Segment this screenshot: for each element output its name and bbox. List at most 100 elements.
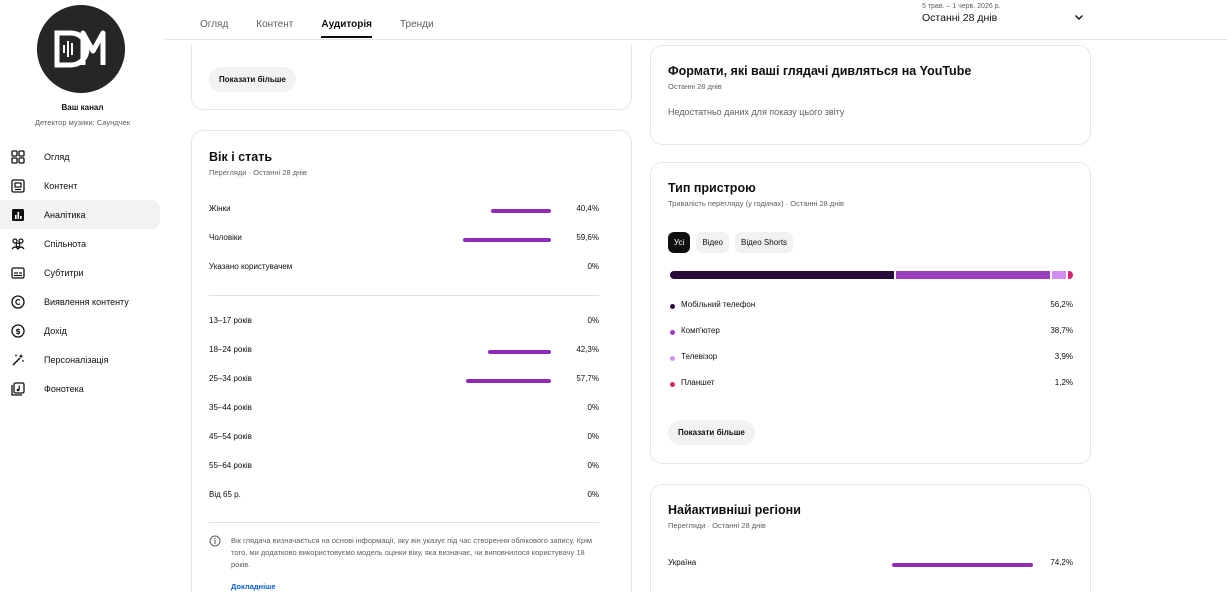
top-regions-card: Найактивніші регіони Перегляди · Останні…: [650, 484, 1091, 592]
divider: [209, 295, 599, 296]
tab-audience[interactable]: Аудиторія: [321, 0, 372, 40]
learn-more-link[interactable]: Докладніше: [231, 582, 276, 591]
age-bar: [465, 379, 551, 383]
device-row: Мобільний телефон 56,2%: [668, 300, 1073, 314]
region-label: Україна: [668, 558, 697, 567]
age-row: 35–44 років 0%: [209, 403, 599, 417]
tab-overview[interactable]: Огляд: [200, 19, 229, 30]
analytics-icon: [11, 208, 25, 222]
region-row: Україна 74,2%: [668, 558, 1073, 572]
analytics-tabs: Огляд Контент Аудиторія Тренди: [200, 0, 462, 40]
age-gender-card: Вік і стать Перегляди · Останні 28 днів …: [191, 130, 632, 592]
age-value: 0%: [587, 461, 599, 470]
age-label: 25–34 років: [209, 374, 252, 383]
sidebar-item-customization[interactable]: Персоналізація: [0, 345, 160, 374]
age-label: Від 65 р.: [209, 490, 241, 499]
age-label: 13–17 років: [209, 316, 252, 325]
age-label: 18–24 років: [209, 345, 252, 354]
sidebar-item-content[interactable]: Контент: [0, 171, 160, 200]
sidebar-item-dashboard[interactable]: Огляд: [0, 142, 160, 171]
legend-dot: [670, 330, 675, 335]
sidebar-item-analytics[interactable]: Аналітика: [0, 200, 160, 229]
gender-label: Чоловіки: [209, 233, 242, 242]
chip-video[interactable]: Відео: [696, 232, 730, 253]
age-label: 35–44 років: [209, 403, 252, 412]
card-title: Вік і стать: [209, 150, 273, 164]
device-row: Телевізор 3,9%: [668, 352, 1073, 366]
card-title: Тип пристрою: [668, 181, 756, 195]
content-icon: [11, 178, 25, 193]
header-divider: [165, 39, 1227, 40]
sidebar-item-label: Персоналізація: [44, 354, 109, 365]
customization-icon: [11, 353, 25, 367]
device-row: Планшет 1,2%: [668, 378, 1073, 392]
svg-text:$: $: [15, 327, 21, 336]
audio-library-icon: [11, 381, 25, 396]
date-range-selector[interactable]: 5 трав. – 1 черв. 2026 р. Останні 28 дні…: [922, 3, 1001, 24]
age-row: 18–24 років 42,3%: [209, 345, 599, 359]
region-bar: [892, 563, 1033, 567]
device-value: 3,9%: [1054, 352, 1073, 361]
previous-card: Показати більше: [191, 45, 632, 110]
sidebar-item-label: Контент: [44, 180, 78, 191]
sidebar-item-label: Субтитри: [44, 267, 84, 278]
device-label: Комп'ютер: [681, 326, 720, 335]
channel-avatar[interactable]: [37, 5, 125, 93]
age-row: 45–54 років 0%: [209, 432, 599, 446]
card-subtitle: Перегляди · Останні 28 днів: [209, 168, 307, 177]
sidebar: Ваш канал Детектор музики: Саундчек Огля…: [0, 0, 165, 592]
legend-dot: [670, 304, 675, 309]
age-value: 0%: [587, 403, 599, 412]
show-more-button[interactable]: Показати більше: [209, 67, 296, 92]
device-value: 38,7%: [1050, 326, 1073, 335]
sidebar-item-audio-library[interactable]: Фонотека: [0, 374, 160, 403]
sidebar-item-label: Виявлення контенту: [44, 296, 129, 307]
tab-content[interactable]: Контент: [256, 19, 294, 30]
age-bar: [488, 350, 551, 354]
tab-trends[interactable]: Тренди: [399, 19, 434, 30]
legend-dot: [670, 356, 675, 361]
sidebar-item-label: Спільнота: [44, 238, 87, 249]
no-data-message: Недостатньо даних для показу цього звіту: [668, 107, 845, 117]
date-range-label: Останні 28 днів: [922, 12, 998, 24]
device-label: Планшет: [681, 378, 715, 387]
sidebar-item-copyright[interactable]: Виявлення контенту: [0, 287, 160, 316]
age-value: 0%: [587, 316, 599, 325]
age-label: 55–64 років: [209, 461, 252, 470]
chip-all[interactable]: Усі: [668, 232, 691, 253]
device-label: Мобільний телефон: [681, 300, 756, 309]
device-bar-segment: [670, 271, 897, 279]
device-filter-chips: Усі Відео Відео Shorts: [668, 232, 799, 253]
info-icon: [209, 535, 221, 547]
chevron-down-icon[interactable]: [1073, 11, 1085, 23]
gender-bar: [462, 238, 551, 242]
age-value: 57,7%: [576, 374, 599, 383]
gender-row: Чоловіки 59,6%: [209, 233, 599, 247]
device-bar-segment: [1052, 271, 1069, 279]
gender-bar: [491, 209, 551, 213]
card-subtitle: Тривалість перегляду (у годинах) · Остан…: [668, 199, 845, 208]
sidebar-item-community[interactable]: Спільнота: [0, 229, 160, 258]
gender-row: Жінки 40,4%: [209, 204, 599, 218]
sidebar-item-earn[interactable]: $ Дохід: [0, 316, 160, 345]
device-label: Телевізор: [681, 352, 718, 361]
device-value: 1,2%: [1054, 378, 1073, 387]
show-more-button[interactable]: Показати більше: [668, 420, 755, 445]
device-stacked-bar: [670, 271, 1073, 279]
divider: [209, 522, 599, 523]
sidebar-item-subtitles[interactable]: Субтитри: [0, 258, 160, 287]
age-row: 55–64 років 0%: [209, 461, 599, 475]
sidebar-item-label: Фонотека: [44, 383, 84, 394]
subtitles-icon: [11, 266, 25, 280]
channel-subtitle: Детектор музики: Саундчек: [34, 118, 131, 127]
gender-value: 59,6%: [576, 233, 599, 242]
device-row: Комп'ютер 38,7%: [668, 326, 1073, 340]
chip-shorts[interactable]: Відео Shorts: [735, 232, 794, 253]
device-bar-segment: [896, 271, 1053, 279]
age-value: 0%: [587, 432, 599, 441]
age-label: 45–54 років: [209, 432, 252, 441]
legend-dot: [670, 382, 675, 387]
gender-value: 40,4%: [576, 204, 599, 213]
channel-name: Ваш канал: [61, 103, 104, 112]
sidebar-item-label: Огляд: [44, 151, 70, 162]
